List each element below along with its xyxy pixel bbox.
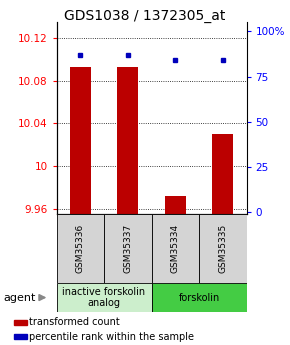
Bar [57, 214, 104, 283]
Text: agent: agent [3, 293, 35, 303]
Text: GSM35334: GSM35334 [171, 224, 180, 273]
Bar [70, 67, 91, 214]
Text: forskolin: forskolin [178, 293, 220, 303]
Bar [14, 319, 27, 325]
Text: GSM35335: GSM35335 [218, 224, 227, 273]
Text: GDS1038 / 1372305_at: GDS1038 / 1372305_at [64, 9, 226, 23]
Text: inactive forskolin
analog: inactive forskolin analog [62, 287, 146, 308]
Bar [117, 67, 138, 214]
Bar [14, 334, 27, 339]
Bar [212, 134, 233, 214]
Bar [151, 214, 199, 283]
Bar [151, 283, 246, 312]
Text: percentile rank within the sample: percentile rank within the sample [29, 332, 194, 342]
Bar [199, 214, 246, 283]
Text: transformed count: transformed count [29, 317, 120, 327]
Bar [57, 283, 151, 312]
Bar [165, 196, 186, 214]
Text: GSM35337: GSM35337 [123, 224, 132, 273]
Text: GSM35336: GSM35336 [76, 224, 85, 273]
Bar [104, 214, 151, 283]
